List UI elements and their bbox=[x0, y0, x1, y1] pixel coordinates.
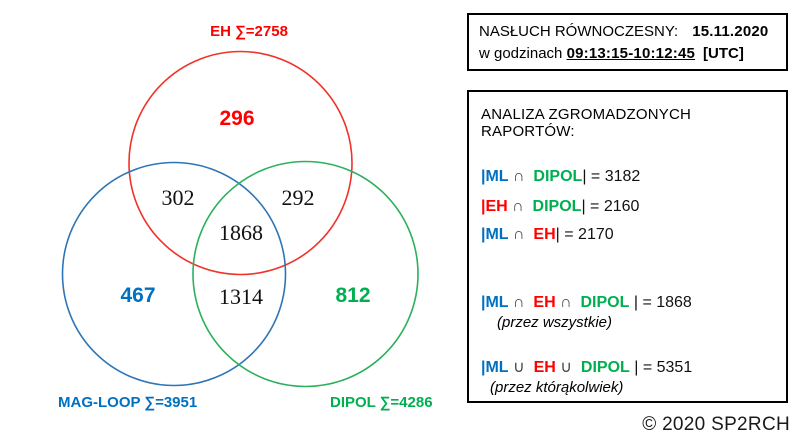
session-date: 15.11.2020 bbox=[692, 23, 769, 40]
set-eh: EH bbox=[533, 226, 556, 243]
formula-result: | = 2170 bbox=[555, 226, 614, 243]
session-hours-line: w godzinach 09:13:15-10:12:45 [UTC] bbox=[479, 43, 776, 65]
eh-set-label: EH ∑=2758 bbox=[210, 23, 288, 40]
dipol-set-label: DIPOL ∑=4286 bbox=[330, 394, 433, 411]
region-count-dipol-only: 812 bbox=[335, 284, 371, 307]
formula-result: | = 1868 bbox=[629, 294, 692, 311]
intersect-operator: ∩ bbox=[507, 198, 533, 215]
set-ml: |ML bbox=[481, 226, 509, 243]
venn-circles bbox=[61, 50, 419, 388]
mag-loop-circle bbox=[61, 161, 287, 387]
dipol-circle bbox=[192, 160, 419, 388]
intersect-operator: ∩ bbox=[555, 294, 581, 311]
region-count-eh-dipol: 292 bbox=[281, 185, 315, 210]
formula-ml-dipol: |ML ∩ DIPOL| = 3182 bbox=[481, 168, 786, 186]
copyright-text: © 2020 SP2RCH bbox=[642, 414, 790, 435]
intersect-operator: ∩ bbox=[508, 294, 534, 311]
analysis-box: ANALIZA ZGROMADZONYCH RAPORTÓW: |ML ∩ DI… bbox=[467, 90, 788, 403]
session-title: NASŁUCH RÓWNOCZESNY: bbox=[479, 23, 679, 40]
formula-result: | = 2160 bbox=[581, 198, 640, 215]
intersect-operator: ∩ bbox=[508, 168, 534, 185]
formula-all-intersection: |ML ∩ EH ∩ DIPOL | = 1868 bbox=[481, 294, 786, 312]
intersect-operator: ∩ bbox=[508, 226, 534, 243]
set-dipol: DIPOL bbox=[580, 359, 630, 376]
formula-union: |ML ∪ EH ∪ DIPOL | = 5351 bbox=[481, 357, 786, 377]
eh-circle bbox=[128, 50, 353, 276]
formula-result: | = 5351 bbox=[629, 359, 693, 376]
region-count-ml-only: 467 bbox=[120, 284, 156, 307]
utc-label: [UTC] bbox=[703, 45, 744, 62]
formula-result: | = 3182 bbox=[582, 168, 641, 185]
set-eh: EH bbox=[533, 359, 556, 376]
region-count-all-three: 1868 bbox=[219, 220, 263, 245]
set-dipol: DIPOL bbox=[533, 168, 583, 185]
set-dipol: DIPOL bbox=[580, 294, 630, 311]
formula-eh-dipol: |EH ∩ DIPOL| = 2160 bbox=[481, 198, 786, 216]
listening-session-box: NASŁUCH RÓWNOCZESNY: 15.11.2020 w godzina… bbox=[467, 13, 788, 71]
set-dipol: DIPOL bbox=[532, 198, 582, 215]
session-time-range: 09:13:15-10:12:45 bbox=[566, 45, 696, 62]
region-count-eh-ml: 302 bbox=[161, 185, 195, 210]
set-eh: |EH bbox=[481, 198, 508, 215]
union-operator: ∪ bbox=[508, 359, 534, 376]
set-ml: |ML bbox=[481, 294, 509, 311]
region-count-ml-dipol: 1314 bbox=[219, 284, 263, 309]
note-union: (przez którąkolwiek) bbox=[490, 379, 624, 396]
set-ml: |ML bbox=[481, 168, 509, 185]
note-all-intersection: (przez wszystkie) bbox=[497, 314, 613, 331]
mag-loop-set-label: MAG-LOOP ∑=3951 bbox=[58, 394, 198, 411]
set-ml: |ML bbox=[481, 359, 509, 376]
union-operator: ∪ bbox=[555, 359, 581, 376]
session-title-line: NASŁUCH RÓWNOCZESNY: 15.11.2020 bbox=[479, 21, 776, 43]
venn-diagram: EH ∑=2758 MAG-LOOP ∑=3951 DIPOL ∑=4286 2… bbox=[58, 23, 433, 411]
region-count-eh-only: 296 bbox=[219, 107, 255, 130]
set-eh: EH bbox=[533, 294, 556, 311]
formula-ml-eh: |ML ∩ EH| = 2170 bbox=[481, 226, 786, 244]
analysis-title: ANALIZA ZGROMADZONYCH RAPORTÓW: bbox=[481, 106, 692, 140]
hours-prefix: w godzinach bbox=[479, 45, 563, 62]
